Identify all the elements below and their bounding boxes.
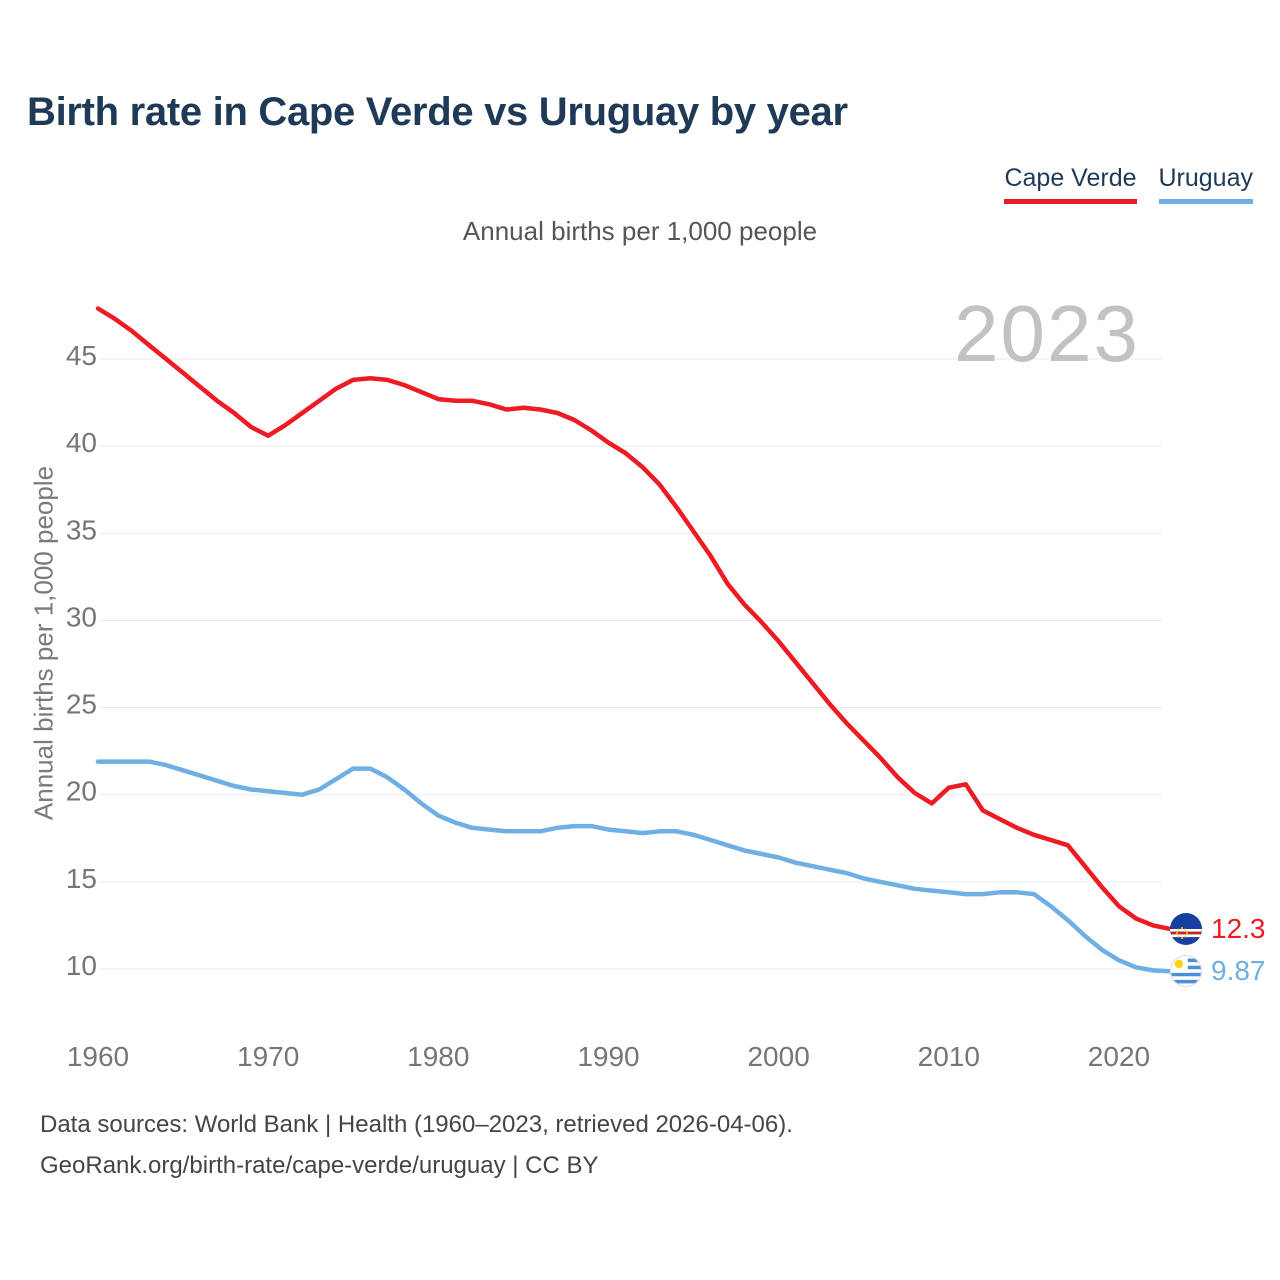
y-tick-label: 15 xyxy=(66,863,97,894)
legend-item-uruguay[interactable]: Uruguay xyxy=(1158,164,1253,204)
cape-verde-value-label: 12.3 xyxy=(1211,912,1266,944)
x-tick-label: 2010 xyxy=(918,1041,980,1072)
y-tick-label: 30 xyxy=(66,601,97,632)
y-tick-label: 40 xyxy=(66,427,97,458)
x-tick-label: 2020 xyxy=(1088,1041,1150,1072)
series-line-cape-verde xyxy=(95,306,1173,932)
x-tick-label: 1990 xyxy=(577,1041,639,1072)
watermark-year: 2023 xyxy=(954,289,1140,378)
y-tick-label: 20 xyxy=(66,776,97,807)
footer-sources: Data sources: World Bank | Health (1960–… xyxy=(40,1111,793,1138)
series-line-uruguay xyxy=(95,759,1173,974)
y-tick-label: 45 xyxy=(66,340,97,371)
uruguay-value-label: 9.87 xyxy=(1211,955,1266,987)
x-tick-label: 1970 xyxy=(237,1041,299,1072)
end-marker-uruguay: 9.87 xyxy=(1170,953,1266,989)
x-tick-label: 1960 xyxy=(67,1041,129,1072)
y-tick-label: 10 xyxy=(66,950,97,981)
chart-subtitle: Annual births per 1,000 people xyxy=(462,216,818,246)
y-axis-title: Annual births per 1,000 people xyxy=(28,465,59,821)
y-tick-label: 25 xyxy=(66,689,97,720)
x-tick-label: 2000 xyxy=(747,1041,809,1072)
end-marker-cape-verde: 12.3 xyxy=(1170,911,1266,947)
x-tick-label: 1980 xyxy=(407,1041,469,1072)
uruguay-flag-icon xyxy=(1170,955,1202,988)
footer: Data sources: World Bank | Health (1960–… xyxy=(40,1104,793,1186)
legend: Cape Verde Uruguay xyxy=(1004,164,1253,204)
y-tick-label: 35 xyxy=(66,514,97,545)
page-title: Birth rate in Cape Verde vs Uruguay by y… xyxy=(27,90,848,134)
cape-verde-flag-icon xyxy=(1170,912,1202,945)
legend-item-cape-verde[interactable]: Cape Verde xyxy=(1004,164,1137,204)
footer-attribution: GeoRank.org/birth-rate/cape-verde/urugua… xyxy=(40,1152,599,1179)
